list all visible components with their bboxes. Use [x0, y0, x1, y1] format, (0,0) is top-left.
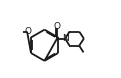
- Text: N: N: [62, 34, 69, 43]
- Text: O: O: [25, 27, 32, 36]
- Text: O: O: [53, 22, 60, 31]
